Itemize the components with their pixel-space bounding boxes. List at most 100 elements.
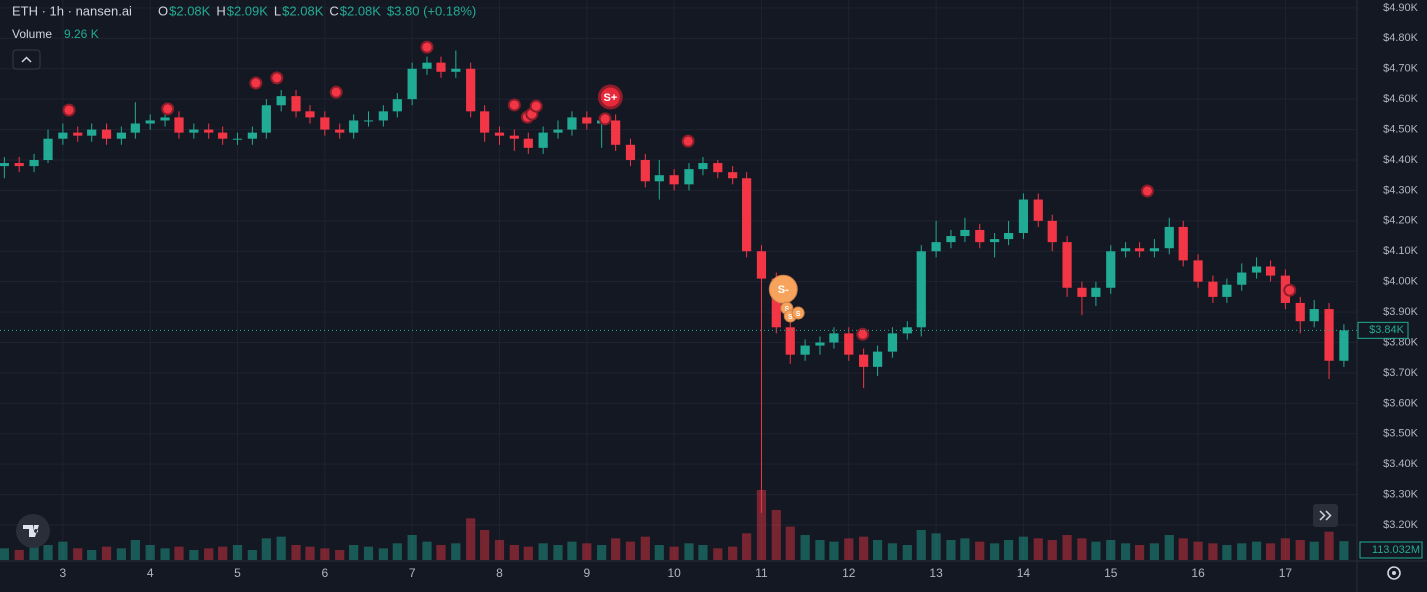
candle-body: [859, 354, 869, 367]
volume-bar: [436, 545, 446, 560]
ohlc-key: C: [329, 3, 338, 18]
candle-body: [1047, 220, 1057, 243]
candle-body: [29, 160, 39, 167]
candle-body: [1251, 266, 1262, 273]
volume-bar: [407, 535, 417, 560]
x-tick-label: 16: [1191, 566, 1205, 580]
volume-bar: [160, 548, 170, 560]
chevron-icon: [1319, 510, 1332, 521]
ohlc-key: L: [274, 3, 281, 18]
candle-body: [305, 111, 315, 118]
volume-bar: [73, 548, 83, 560]
badge-label: S: [784, 306, 789, 313]
signal-badge: [791, 306, 805, 320]
marker-layer: S+ S- SS S: [62, 40, 1297, 341]
x-tick-label: 12: [842, 566, 856, 580]
candle-body: [771, 278, 781, 328]
logo-mark: [23, 525, 39, 537]
event-marker: [1140, 184, 1154, 198]
volume-bar: [422, 541, 432, 560]
candle-body: [466, 68, 476, 112]
volume-bar: [1077, 538, 1087, 560]
volume-bar: [0, 548, 9, 560]
candle-body: [640, 160, 650, 182]
candle-body: [480, 111, 490, 133]
volume-bar: [611, 538, 621, 560]
y-tick-label: $4.30K: [1383, 184, 1419, 196]
candle-body: [378, 111, 388, 121]
axes: $3.20K $3.30K $3.40K $3.50K $3.60K $3.70K $3.8…: [0, 2, 1423, 580]
volume-bar: [130, 540, 140, 560]
volume-bar: [1193, 541, 1203, 560]
candle-body: [698, 163, 708, 170]
ohlc-value: $2.09K: [227, 3, 269, 18]
volume-bar: [990, 543, 1000, 560]
button-frame[interactable]: [12, 49, 41, 70]
candle-body: [247, 132, 257, 139]
y-tick-label: $4.40K: [1383, 154, 1419, 166]
volume-bar: [815, 540, 825, 560]
tv-logo[interactable]: [16, 514, 50, 548]
volume-bar: [625, 541, 636, 560]
volume-bar: [291, 545, 301, 560]
volume-bar: [305, 546, 315, 560]
settings-button[interactable]: [1387, 566, 1401, 580]
candle-body: [728, 172, 738, 179]
volume-bar: [101, 546, 112, 560]
volume-bar: [451, 543, 461, 560]
volume-bar: [887, 543, 898, 560]
volume-bar: [349, 545, 359, 560]
collapse-button[interactable]: [12, 49, 41, 70]
candle-body: [1033, 199, 1043, 221]
candle-body: [887, 333, 898, 352]
candle-body: [946, 236, 956, 243]
candle-body: [1091, 287, 1101, 297]
badge-label: S: [788, 314, 793, 321]
x-tick-label: 11: [755, 566, 768, 580]
volume-bar: [538, 543, 548, 560]
volume-bar: [261, 538, 271, 560]
event-marker: [507, 98, 521, 112]
signal-badge: [597, 84, 623, 110]
volume-bar: [1062, 535, 1072, 560]
x-tick-label: 6: [321, 566, 328, 580]
candle-body: [422, 62, 432, 69]
gear-hub: [1392, 571, 1396, 575]
event-marker: [529, 99, 543, 113]
candle-body: [625, 144, 636, 160]
volume-bar: [116, 548, 126, 560]
candle-body: [654, 175, 664, 182]
candle-body: [436, 62, 446, 72]
volume-bar: [145, 545, 155, 560]
y-tick-label: $3.60K: [1383, 397, 1419, 409]
volume-bar: [466, 518, 476, 560]
y-tick-label: $3.50K: [1383, 428, 1419, 440]
volume-bar: [1033, 538, 1043, 560]
y-tick-label: $3.20K: [1383, 519, 1419, 531]
volume-bar: [684, 543, 694, 560]
candle-body: [1237, 272, 1247, 285]
scroll-right-button[interactable]: [1313, 504, 1338, 527]
volume-bar: [1134, 545, 1145, 560]
candle-body: [684, 169, 694, 185]
candle-body: [1149, 248, 1160, 252]
candle-body: [567, 117, 577, 130]
x-tick-label: 3: [60, 566, 67, 580]
volume-bar: [756, 490, 767, 560]
volume-bar: [1149, 543, 1160, 560]
candle-body: [1120, 248, 1131, 252]
change: $3.80 (+0.18%): [387, 3, 476, 18]
candle-body: [1309, 309, 1319, 322]
volume-bar: [247, 550, 257, 560]
x-tick-label: 14: [1017, 566, 1031, 580]
y-tick-label: $4.70K: [1383, 63, 1419, 75]
candle-body: [1018, 199, 1029, 234]
candle-body: [713, 163, 723, 173]
volume-bar: [1091, 541, 1101, 560]
candle-body: [335, 129, 345, 133]
event-marker: [1283, 283, 1297, 297]
gear-icon[interactable]: [1387, 566, 1401, 580]
grid: [0, 0, 1357, 560]
candle-body: [291, 96, 301, 112]
candle-body: [1062, 242, 1072, 288]
